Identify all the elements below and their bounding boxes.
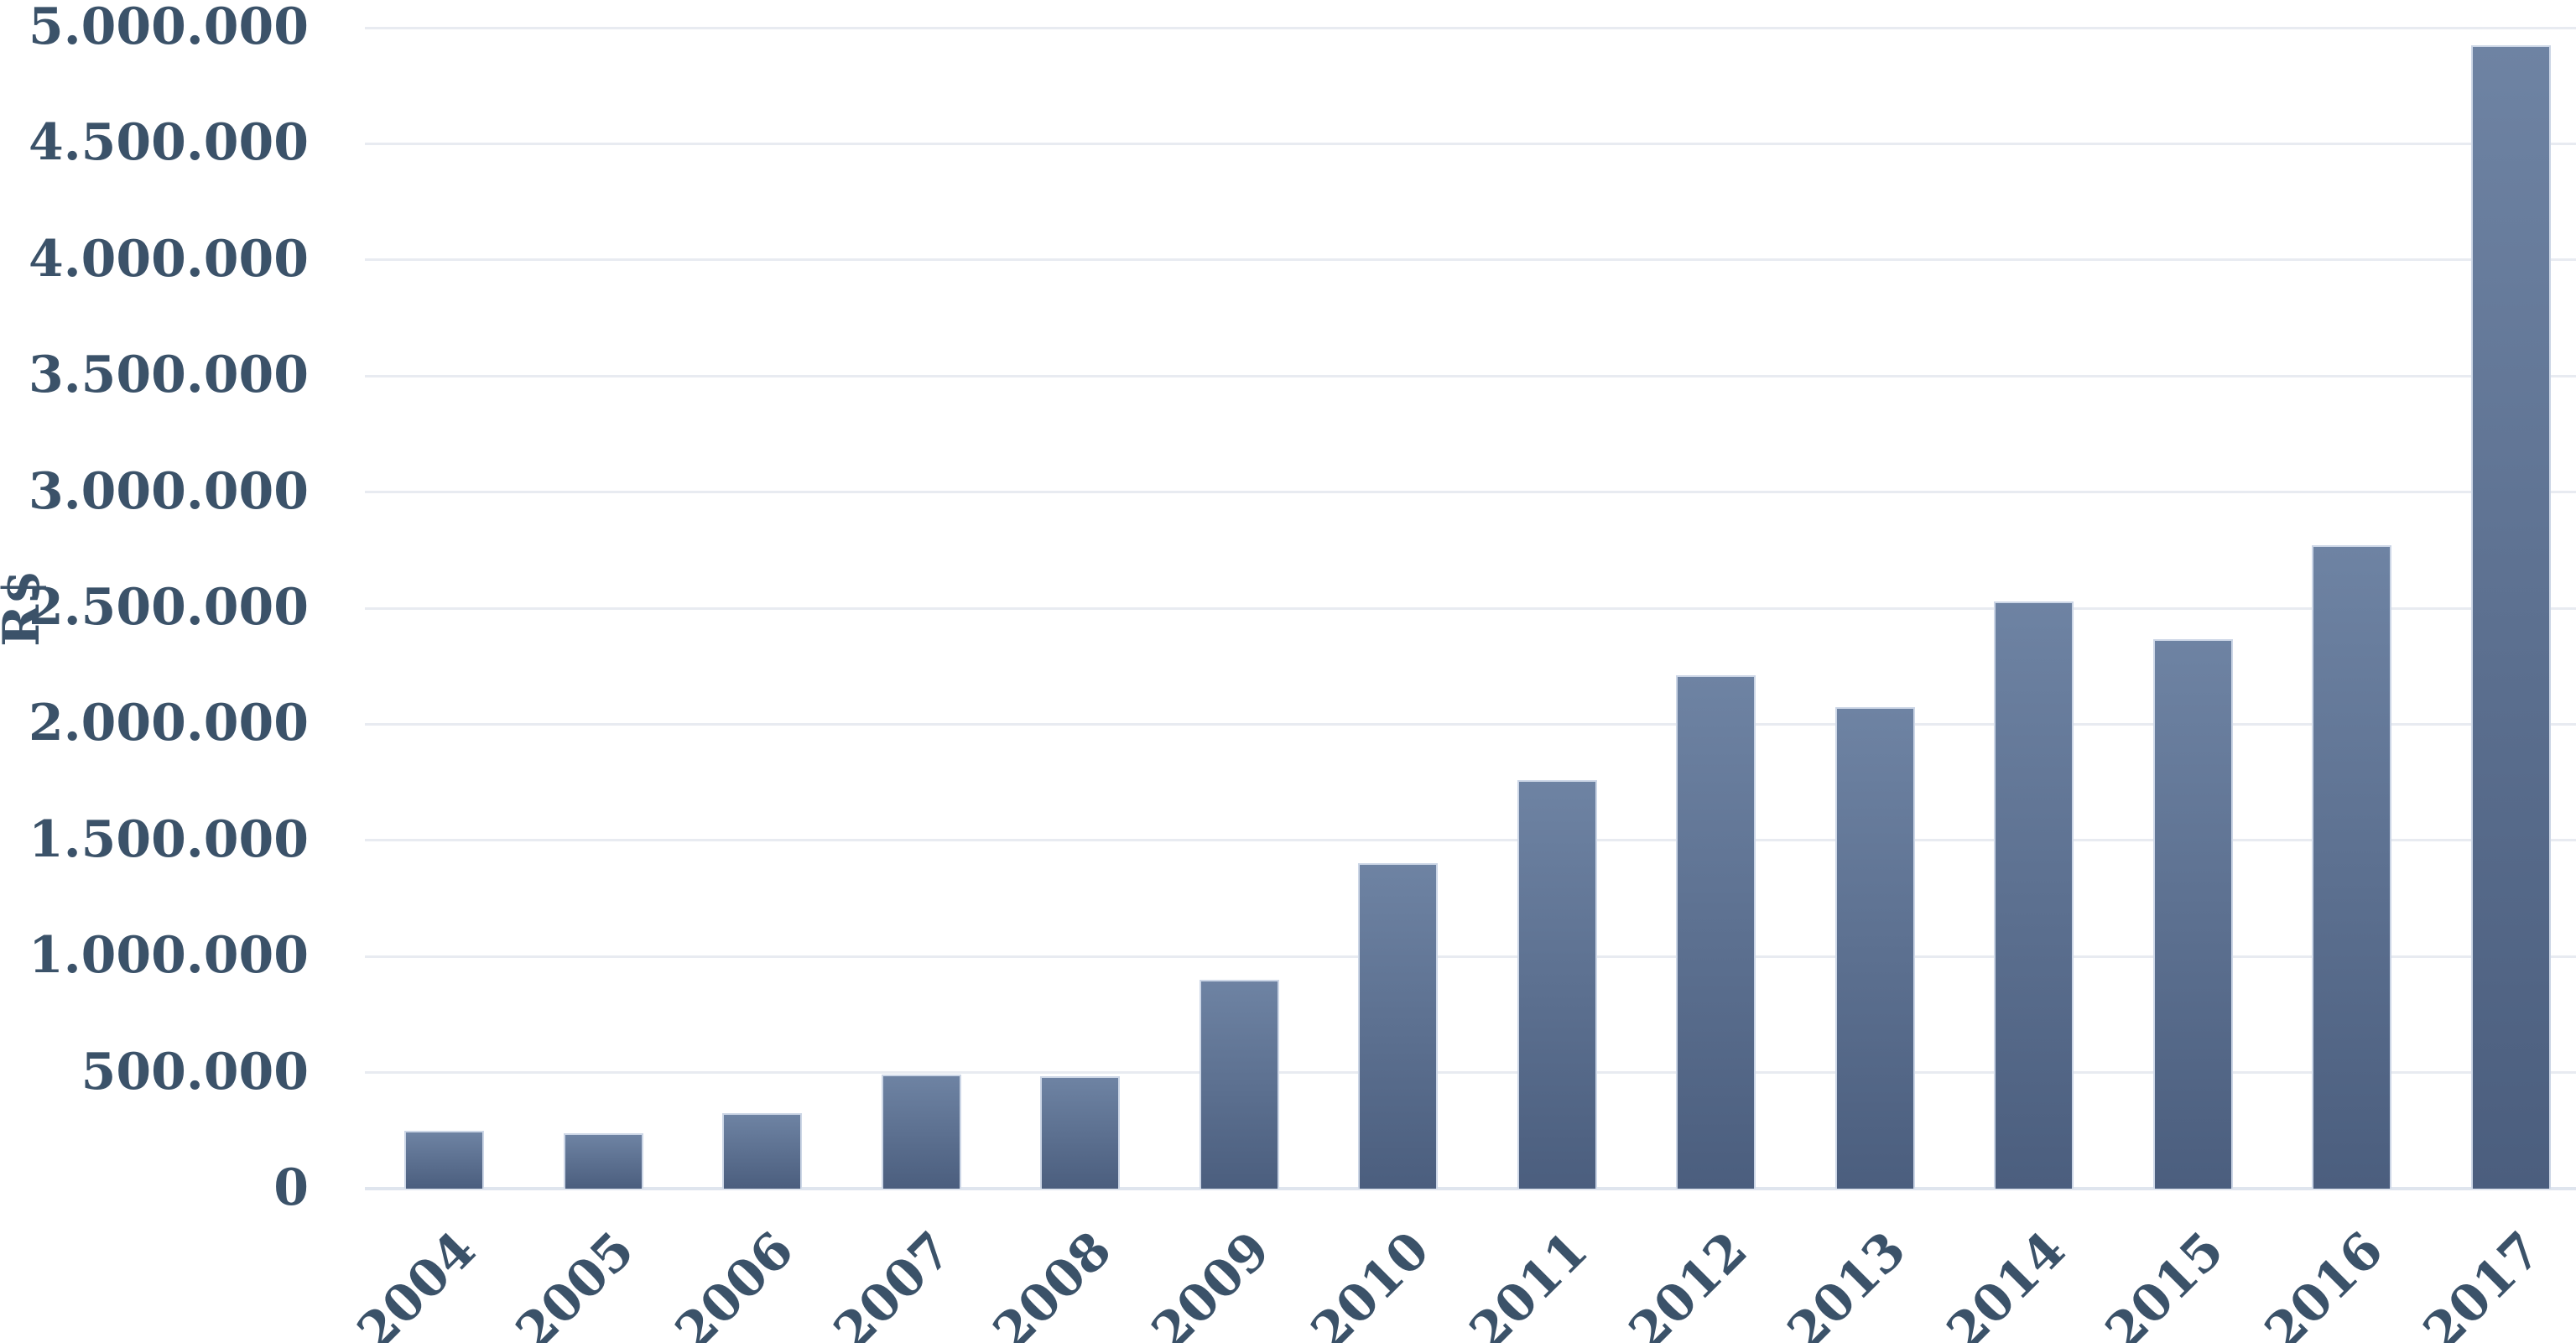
gridline — [365, 606, 2576, 610]
bar-2012 — [1676, 675, 1756, 1189]
gridline — [365, 142, 2576, 145]
y-tick-label: 2.500.000 — [28, 578, 309, 637]
y-tick-label: 500.000 — [81, 1042, 309, 1101]
bar-2005 — [563, 1132, 643, 1189]
bar-2006 — [722, 1113, 803, 1189]
bar-2008 — [1040, 1075, 1121, 1189]
y-tick-label: 2.000.000 — [28, 694, 309, 753]
gridline — [365, 491, 2576, 494]
y-tick-label: 5.000.000 — [28, 0, 309, 56]
gridline — [365, 374, 2576, 377]
gridline — [365, 839, 2576, 842]
x-axis-line — [365, 1187, 2576, 1190]
x-tick-label-2004: 2004 — [346, 1221, 487, 1343]
y-tick-label: 1.500.000 — [28, 809, 309, 869]
bar-2017 — [2470, 44, 2551, 1189]
bar-2013 — [1834, 706, 1915, 1189]
y-tick-label: 4.000.000 — [28, 229, 309, 289]
bar-2007 — [881, 1075, 961, 1189]
y-tick-label: 0 — [273, 1158, 309, 1217]
gridline — [365, 722, 2576, 726]
y-tick-label: 1.000.000 — [28, 926, 309, 986]
bar-2009 — [1199, 979, 1279, 1189]
y-tick-label: 4.500.000 — [28, 113, 309, 173]
bar-2016 — [2312, 545, 2392, 1189]
bar-2014 — [1994, 601, 2074, 1189]
gridline — [365, 26, 2576, 29]
y-tick-label: 3.500.000 — [28, 346, 309, 405]
gridline — [365, 1071, 2576, 1075]
bar-2015 — [2152, 639, 2233, 1189]
gridline — [365, 258, 2576, 262]
gridline — [365, 955, 2576, 958]
bar-2011 — [1517, 779, 1597, 1189]
y-tick-label: 3.000.000 — [28, 461, 309, 521]
bar-2004 — [404, 1130, 485, 1189]
bar-2010 — [1358, 863, 1439, 1189]
